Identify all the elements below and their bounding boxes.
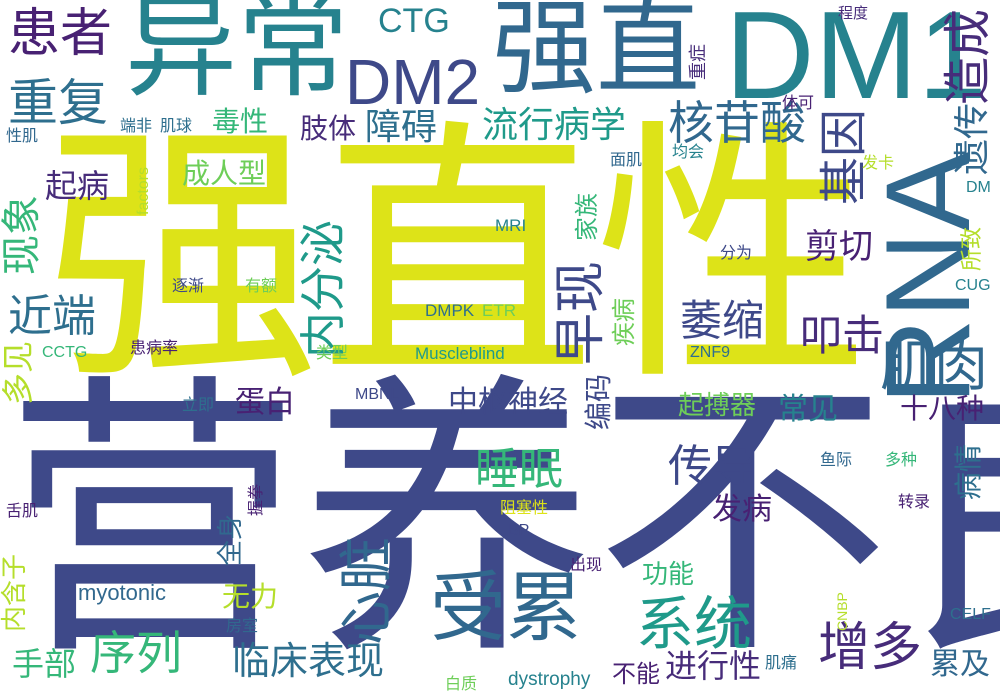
word-mri: MRI xyxy=(495,216,527,235)
word-mianji: 面肌 xyxy=(610,150,643,169)
word-duojian: 多见 xyxy=(0,340,37,405)
word-bianma: 编码 xyxy=(582,373,615,430)
word-wuli: 无力 xyxy=(222,580,279,613)
word-shibazhong: 十八种 xyxy=(900,392,985,425)
word-yichang: 异常 xyxy=(125,0,349,113)
word-weisuo: 萎缩 xyxy=(680,296,765,345)
word-tike: 体可 xyxy=(782,93,815,112)
word-fenwei: 分为 xyxy=(720,243,753,262)
word-yuji: 鱼际 xyxy=(820,450,853,469)
word-xulie: 序列 xyxy=(90,626,182,680)
word-danbai: 蛋白 xyxy=(235,385,295,420)
word-zhangai: 障碍 xyxy=(365,107,438,148)
word-quanshen: 全身 xyxy=(216,513,246,566)
word-zusaixing: 阻塞性 xyxy=(500,498,549,517)
word-duanfei: 端非 xyxy=(120,116,153,135)
word-shuimian: 睡眠 xyxy=(475,444,563,495)
word-znf9: ZNF9 xyxy=(690,344,730,361)
word-ctg: CTG xyxy=(378,2,450,40)
word-jirou: 肌肉 xyxy=(880,335,988,398)
word-jianqie: 剪切 xyxy=(805,227,873,267)
word-fabing: 发病 xyxy=(712,492,772,527)
word-neifenmi: 内分泌 xyxy=(296,220,350,358)
word-muscleblind: Muscleblind xyxy=(415,344,505,363)
word-zhuanlu: 转录 xyxy=(898,492,931,511)
word-changjian: 常见 xyxy=(778,392,838,427)
word-chengdu: 程度 xyxy=(838,4,869,22)
word-dmpk: DMPK xyxy=(425,301,475,320)
word-dystrophy: dystrophy xyxy=(508,669,591,690)
word-bingqing: 病情 xyxy=(952,443,985,500)
word-myotonic: myotonic xyxy=(78,580,167,605)
word-zhongshushenjing: 中枢神经 xyxy=(448,385,568,420)
word-qibing: 起病 xyxy=(45,167,110,205)
word-duxing: 毒性 xyxy=(212,105,269,138)
word-chongfu: 重复 xyxy=(8,74,108,132)
word-koujie: 叩击 xyxy=(800,311,885,360)
word-shoubu: 手部 xyxy=(12,645,77,683)
word-xianxiang: 现象 xyxy=(0,195,45,275)
word-xinzang: 心脏 xyxy=(335,537,398,645)
word-factors: factors xyxy=(135,166,152,215)
word-woquan: 握拳 xyxy=(246,483,265,516)
word-zaoxian: 早现 xyxy=(551,260,611,365)
word-buneng: 不能 xyxy=(612,660,660,688)
word-jiazu: 家族 xyxy=(573,193,601,241)
word-dm2: DM2 xyxy=(345,46,481,118)
word-fangshi: 房室 xyxy=(226,616,259,635)
word-zengduo: 增多 xyxy=(818,618,923,678)
word-dm1: DM1 xyxy=(725,0,987,125)
word-chuandao: 传导 xyxy=(668,441,756,492)
word-xingji: 性肌 xyxy=(6,126,39,145)
word-cug: CUG xyxy=(955,277,991,294)
word-bp: BP xyxy=(508,522,530,539)
word-hegansuan: 核苷酸 xyxy=(668,96,806,150)
word-shoulei: 受累 xyxy=(430,563,582,652)
word-liuxingbingxue: 流行病学 xyxy=(482,105,627,146)
word-cctg: CCTG xyxy=(42,344,88,361)
word-jiqiu: 肌球 xyxy=(160,116,193,135)
word-suozhi: 所致 xyxy=(960,226,985,271)
word-etr: ETR xyxy=(482,301,516,320)
word-huanbinglv: 患病率 xyxy=(130,338,179,357)
word-leiji: 累及 xyxy=(930,647,990,682)
word-baizhi: 白质 xyxy=(445,674,478,693)
word-jinduan: 近端 xyxy=(8,291,96,342)
word-youe: 有额 xyxy=(245,276,278,295)
word-jibing: 疾病 xyxy=(610,298,638,346)
word-yingyangbuliang: 营养不良 xyxy=(5,350,1000,694)
word-liji: 立即 xyxy=(182,395,215,414)
word-zhujian: 逐渐 xyxy=(172,276,205,295)
word-qiangzhixing: 强直性 xyxy=(45,97,870,417)
word-zaocheng: 造成 xyxy=(940,8,996,105)
word-zhongzu: 重症 xyxy=(688,44,709,80)
word-jitong: 肌痛 xyxy=(765,653,798,672)
word-leixing: 类型 xyxy=(316,343,349,362)
word-mbnl: MBNL xyxy=(355,386,400,403)
word-junhui: 均会 xyxy=(672,142,705,161)
word-huanzhe: 患者 xyxy=(8,4,113,64)
word-linchuangbiaoxian: 临床表现 xyxy=(232,639,385,683)
word-cnbp: CNBP xyxy=(834,592,850,631)
word-faka: 发卡 xyxy=(862,153,895,172)
word-neihanzi: 内含子 xyxy=(0,553,30,632)
word-dm-small: DM xyxy=(966,179,991,196)
word-celf: CELF xyxy=(950,606,991,623)
word-yichuan: 遗传 xyxy=(952,102,993,175)
word-jinxingxing: 进行性 xyxy=(665,647,762,685)
word-chuxian: 出现 xyxy=(570,555,603,574)
word-sheji: 舌肌 xyxy=(6,501,39,520)
word-duozhong: 多种 xyxy=(885,450,918,469)
word-xitong: 系统 xyxy=(636,590,753,658)
word-gongneng: 功能 xyxy=(642,560,695,590)
word-qiangzhi: 强直 xyxy=(492,0,701,109)
word-qiboqi: 起搏器 xyxy=(678,391,757,421)
word-chengrenxing: 成人型 xyxy=(182,157,267,190)
word-zhiti: 肢体 xyxy=(300,112,357,145)
word-jiyin: 基因 xyxy=(816,108,872,205)
